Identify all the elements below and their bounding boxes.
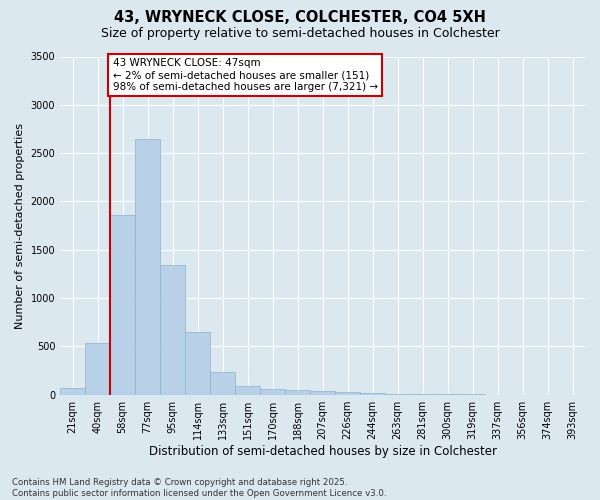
Bar bbox=[360, 393, 385, 394]
Bar bbox=[210, 372, 235, 394]
Bar bbox=[285, 390, 310, 394]
Bar bbox=[335, 392, 360, 394]
Bar bbox=[160, 265, 185, 394]
Bar bbox=[235, 386, 260, 394]
Bar bbox=[185, 332, 210, 394]
Bar bbox=[310, 391, 335, 394]
Text: Size of property relative to semi-detached houses in Colchester: Size of property relative to semi-detach… bbox=[101, 28, 499, 40]
Bar bbox=[260, 389, 285, 394]
Y-axis label: Number of semi-detached properties: Number of semi-detached properties bbox=[15, 122, 25, 328]
X-axis label: Distribution of semi-detached houses by size in Colchester: Distribution of semi-detached houses by … bbox=[149, 444, 497, 458]
Text: 43, WRYNECK CLOSE, COLCHESTER, CO4 5XH: 43, WRYNECK CLOSE, COLCHESTER, CO4 5XH bbox=[114, 10, 486, 25]
Text: Contains HM Land Registry data © Crown copyright and database right 2025.
Contai: Contains HM Land Registry data © Crown c… bbox=[12, 478, 386, 498]
Bar bbox=[135, 138, 160, 394]
Bar bbox=[60, 388, 85, 394]
Text: 43 WRYNECK CLOSE: 47sqm
← 2% of semi-detached houses are smaller (151)
98% of se: 43 WRYNECK CLOSE: 47sqm ← 2% of semi-det… bbox=[113, 58, 378, 92]
Bar bbox=[110, 215, 135, 394]
Bar bbox=[85, 344, 110, 394]
